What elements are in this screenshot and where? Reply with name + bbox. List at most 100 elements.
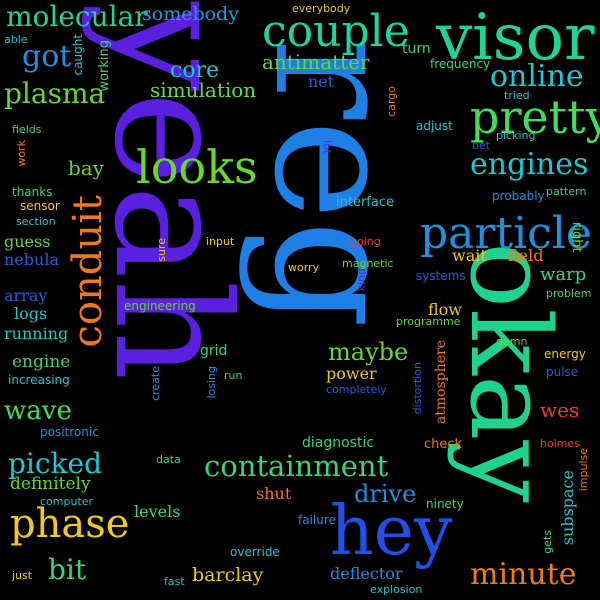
- word-sure: sure: [155, 238, 168, 262]
- word-energy: energy: [544, 347, 586, 361]
- word-deflector: deflector: [330, 564, 403, 583]
- word-online: online: [490, 59, 584, 94]
- word-pulse: pulse: [546, 365, 579, 379]
- word-able: able: [4, 33, 28, 46]
- word-run: run: [224, 369, 243, 382]
- word-molecular: molecular: [6, 0, 148, 33]
- word-bit: bit: [48, 553, 87, 586]
- word-adjust: adjust: [416, 119, 453, 133]
- word-damn: damn: [496, 335, 528, 348]
- word-field: field: [508, 246, 544, 265]
- word-looks: looks: [136, 140, 258, 194]
- word-fast: fast: [164, 575, 185, 588]
- word-cargo: cargo: [385, 86, 398, 117]
- word-conduit: conduit: [65, 195, 111, 348]
- word-containment: containment: [204, 449, 389, 483]
- word-levels: levels: [134, 502, 181, 521]
- word-fields: fields: [12, 123, 42, 136]
- word-wave: wave: [4, 396, 72, 426]
- word-visor: visor: [436, 1, 595, 75]
- word-work: work: [15, 140, 28, 167]
- word-simulation: simulation: [150, 78, 257, 102]
- word-particle: particle: [420, 208, 592, 259]
- word-frequency: frequency: [430, 57, 491, 71]
- word-check: check: [424, 437, 463, 452]
- word-completely: completely: [326, 383, 387, 396]
- word-increasing: increasing: [8, 373, 70, 387]
- word-failure: failure: [298, 513, 336, 527]
- word-engines: engines: [470, 147, 589, 182]
- word-okay: okay: [446, 242, 574, 503]
- word-minute: minute: [470, 557, 577, 592]
- word-thanks: thanks: [12, 185, 53, 199]
- word-definitely: definitely: [10, 474, 91, 494]
- word-kind: kind: [355, 268, 368, 292]
- word-problem: problem: [546, 287, 592, 300]
- word-warp: warp: [540, 264, 587, 285]
- word-picked: picked: [8, 447, 103, 480]
- word-drive: drive: [354, 480, 417, 508]
- word-working: working: [97, 40, 112, 92]
- word-yeah: yeah: [79, 2, 263, 381]
- word-probably: probably: [492, 189, 545, 203]
- word-gets: gets: [541, 530, 554, 554]
- word-flow: flow: [428, 300, 462, 319]
- word-got: got: [22, 39, 72, 74]
- word-reg: reg: [236, 38, 434, 329]
- word-right: right: [569, 222, 584, 253]
- word-caught: caught: [71, 34, 85, 76]
- word-engineering: engineering: [124, 299, 196, 313]
- word-section: section: [16, 215, 56, 228]
- word-data: data: [156, 453, 181, 466]
- word-pattern: pattern: [546, 185, 587, 198]
- word-magnetic: magnetic: [342, 257, 394, 270]
- word-nebula: nebula: [4, 250, 59, 269]
- word-pretty: pretty: [470, 90, 600, 144]
- word-turn: turn: [402, 41, 431, 57]
- word-bet: bet: [472, 139, 491, 152]
- word-worry: worry: [288, 261, 320, 274]
- word-wes: wes: [540, 398, 580, 422]
- word-shut: shut: [256, 484, 292, 503]
- word-maybe: maybe: [328, 338, 409, 366]
- word-computer: computer: [40, 495, 94, 508]
- word-guess: guess: [4, 232, 51, 251]
- word-tried: tried: [504, 89, 530, 102]
- word-grid: grid: [200, 343, 228, 359]
- word-sensor: sensor: [20, 199, 60, 213]
- word-override: override: [230, 545, 280, 559]
- word-input: input: [206, 235, 235, 248]
- word-positronic: positronic: [40, 425, 99, 439]
- word-atmosphere: atmosphere: [433, 340, 449, 425]
- word-programme: programme: [396, 315, 461, 328]
- word-plasma: plasma: [4, 77, 106, 110]
- word-lot: lot: [321, 140, 334, 155]
- word-holmes: holmes: [540, 437, 580, 450]
- word-running: running: [4, 324, 69, 343]
- word-diagnostic: diagnostic: [302, 435, 375, 451]
- word-create: create: [149, 366, 162, 401]
- word-bay: bay: [68, 156, 105, 180]
- word-phase: phase: [10, 501, 130, 547]
- word-antimatter: antimatter: [262, 50, 370, 74]
- word-array: array: [4, 286, 48, 305]
- word-going: going: [350, 235, 381, 248]
- word-just: just: [12, 569, 33, 582]
- word-somebody: somebody: [142, 3, 239, 25]
- word-everybody: everybody: [292, 2, 351, 15]
- word-ninety: ninety: [426, 497, 464, 511]
- word-core: core: [170, 58, 220, 83]
- word-distortion: distortion: [411, 362, 424, 415]
- word-wait: wait: [452, 246, 487, 265]
- word-interface: interface: [336, 195, 394, 210]
- word-systems: systems: [416, 269, 466, 283]
- word-losing: losing: [205, 366, 218, 399]
- word-power: power: [326, 364, 377, 383]
- word-net: net: [308, 72, 335, 91]
- word-explosion: explosion: [370, 583, 423, 596]
- word-subspace: subspace: [558, 470, 577, 546]
- word-barclay: barclay: [192, 564, 264, 586]
- word-picking: picking: [496, 129, 536, 142]
- word-logs: logs: [14, 304, 48, 323]
